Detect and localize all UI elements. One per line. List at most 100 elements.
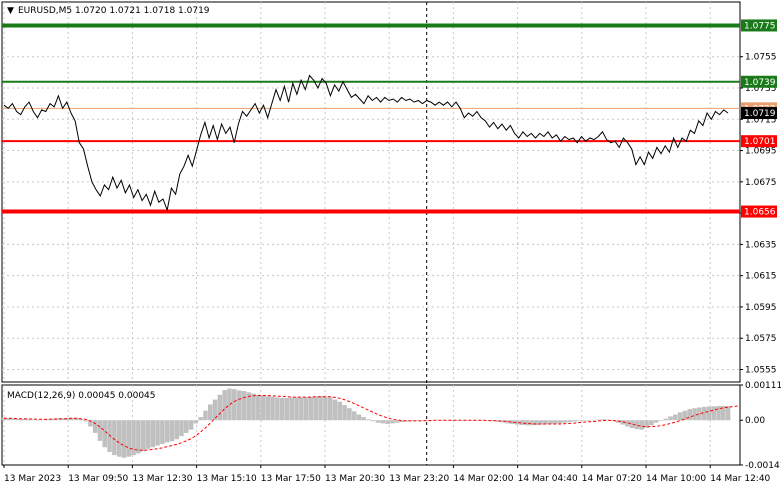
macd-histogram-bar xyxy=(706,406,712,421)
macd-histogram-bar xyxy=(169,420,175,442)
macd-histogram-bar xyxy=(284,398,290,421)
macd-histogram-bar xyxy=(260,395,266,421)
macd-histogram-bar xyxy=(490,420,496,422)
macd-histogram-bar xyxy=(198,417,203,421)
macd-histogram-bar xyxy=(534,420,539,425)
macd-label: MACD(12,26,9) 0.00045 0.00045 xyxy=(7,391,156,401)
macd-histogram-bar xyxy=(567,420,573,423)
macd-histogram-bar xyxy=(126,420,132,457)
macd-histogram-bar xyxy=(116,420,122,457)
macd-histogram-bar xyxy=(88,420,93,427)
level-price-label: 1.0656 xyxy=(744,208,776,218)
macd-histogram-bar xyxy=(716,406,721,421)
macd-histogram-bar xyxy=(649,420,654,426)
level-price-label: 1.0701 xyxy=(744,137,776,147)
price-tick-label: 1.0715 xyxy=(745,115,777,125)
time-tick-label: 14 Mar 04:40 xyxy=(518,474,578,484)
time-tick-label: 14 Mar 12:40 xyxy=(710,474,770,484)
macd-histogram-bar xyxy=(577,420,582,421)
macd-histogram-bar xyxy=(208,404,213,421)
macd-histogram-bar xyxy=(711,406,717,421)
macd-histogram-bar xyxy=(11,418,16,421)
macd-histogram-bar xyxy=(150,420,156,448)
price-panel-frame xyxy=(1,1,741,383)
macd-histogram-bar xyxy=(677,412,683,421)
price-tick-label: 1.0595 xyxy=(745,303,777,313)
macd-histogram-bar xyxy=(217,394,223,421)
macd-histogram-bar xyxy=(279,398,285,421)
chart-menu-triangle-icon[interactable]: ▼ xyxy=(7,6,14,16)
macd-histogram-bar xyxy=(553,420,558,424)
macd-histogram-bar xyxy=(140,420,146,452)
macd-histogram-bar xyxy=(246,392,251,421)
macd-histogram-bar xyxy=(184,420,189,433)
macd-histogram-bar xyxy=(538,420,544,425)
macd-histogram-bar xyxy=(236,390,242,421)
price-line xyxy=(3,74,729,212)
macd-series xyxy=(1,388,738,458)
macd-histogram-bar xyxy=(299,397,304,421)
macd-histogram-bar xyxy=(347,408,352,421)
time-tick-label: 14 Mar 10:00 xyxy=(646,474,706,484)
level-lines xyxy=(2,23,740,214)
macd-histogram-bar xyxy=(49,418,55,421)
macd-histogram-bar xyxy=(327,397,333,421)
macd-histogram-bar xyxy=(83,420,88,422)
macd-histogram-bar xyxy=(663,418,669,421)
macd-histogram-bar xyxy=(395,420,400,423)
macd-histogram-bar xyxy=(313,396,319,421)
macd-histogram-bar xyxy=(586,420,592,421)
macd-histogram-bar xyxy=(78,419,84,421)
macd-histogram-bar xyxy=(174,420,180,440)
macd-histogram-bar xyxy=(519,420,525,425)
macd-histogram-bar xyxy=(495,420,501,422)
macd-histogram-bar xyxy=(289,397,295,421)
macd-histogram-bar xyxy=(414,420,419,421)
macd-histogram-bar xyxy=(164,420,170,443)
macd-histogram-bar xyxy=(644,420,649,428)
macd-histogram-bar xyxy=(179,420,184,437)
macd-histogram-bar xyxy=(371,420,376,422)
macd-histogram-bar xyxy=(251,393,256,421)
macd-histogram-bar xyxy=(366,419,371,421)
macd-histogram-bar xyxy=(615,420,621,423)
macd-histogram-bar xyxy=(188,420,194,430)
macd-histogram-bar xyxy=(16,418,21,421)
price-axis: 1.07551.07351.07151.06951.06751.06551.06… xyxy=(740,19,777,375)
macd-histogram-bar xyxy=(92,420,98,433)
macd-histogram-bar xyxy=(45,419,50,421)
level-price-tag xyxy=(741,135,777,148)
symbol-header: EURUSD,M5 1.0720 1.0721 1.0718 1.0719 xyxy=(18,6,210,16)
macd-histogram-bar xyxy=(558,420,563,424)
macd-histogram-bar xyxy=(241,391,247,421)
macd-histogram-bar xyxy=(634,420,640,430)
price-tick-label: 1.0575 xyxy=(745,334,777,344)
macd-histogram-bar xyxy=(687,409,693,421)
macd-histogram-bar xyxy=(227,388,232,421)
macd-signal-line xyxy=(4,395,738,451)
time-tick-label: 13 Mar 23:20 xyxy=(389,474,449,484)
macd-histogram-bar xyxy=(582,420,587,421)
time-axis: 13 Mar 2023 13 Mar 09:50 13 Mar 12:30 13 Ma… xyxy=(3,465,771,484)
time-tick-label: 13 Mar 2023 xyxy=(4,474,61,484)
macd-histogram-bar xyxy=(548,420,553,424)
macd-histogram-bar xyxy=(131,420,136,456)
macd-histogram-bar xyxy=(725,406,731,421)
macd-histogram-bar xyxy=(212,399,218,421)
macd-histogram-bar xyxy=(21,419,26,421)
price-tick-label: 1.0615 xyxy=(745,272,777,282)
macd-histogram-bar xyxy=(409,420,414,422)
macd-histogram-bar xyxy=(69,417,74,421)
time-tick-label: 14 Mar 07:20 xyxy=(582,474,642,484)
macd-histogram-bar xyxy=(524,420,530,426)
macd-histogram-bar xyxy=(6,418,12,421)
macd-histogram-bar xyxy=(121,420,127,458)
macd-histogram-bar xyxy=(385,420,390,424)
macd-tick-label: 0.00 xyxy=(745,416,765,426)
macd-histogram-bar xyxy=(308,396,314,421)
macd-panel-frame xyxy=(1,384,741,466)
